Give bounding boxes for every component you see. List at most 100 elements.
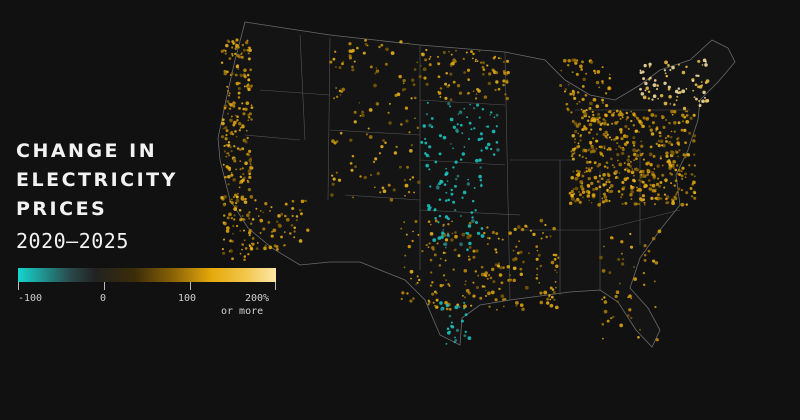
price-dot	[361, 113, 365, 118]
price-dot	[570, 189, 574, 194]
price-dot	[222, 202, 225, 205]
price-dot	[472, 90, 475, 93]
price-dot	[290, 224, 294, 227]
price-dot	[598, 185, 602, 189]
price-dot	[654, 114, 658, 118]
price-dot	[619, 323, 624, 328]
price-dot	[497, 57, 500, 60]
price-dot	[621, 151, 625, 156]
price-dot	[595, 104, 600, 109]
price-dot	[629, 245, 634, 249]
price-dot	[478, 174, 482, 179]
price-dot	[611, 122, 614, 125]
price-dot	[623, 177, 628, 182]
price-dot	[603, 147, 606, 150]
price-dot	[224, 126, 228, 130]
price-dot	[479, 132, 483, 136]
price-dot	[570, 176, 574, 180]
price-dot	[250, 118, 253, 121]
price-dot	[577, 132, 580, 135]
price-dot	[639, 87, 642, 91]
price-dot	[609, 157, 613, 161]
price-dot	[228, 102, 231, 105]
price-dot	[667, 87, 671, 91]
price-dot	[225, 229, 230, 233]
price-dot	[241, 102, 244, 105]
price-dot	[568, 191, 572, 195]
price-dot	[361, 110, 365, 114]
price-dot	[475, 221, 478, 224]
price-dot	[685, 114, 689, 117]
price-dot	[493, 116, 496, 119]
price-dot	[224, 175, 227, 179]
price-dot	[247, 114, 250, 117]
price-dot	[255, 207, 258, 210]
price-dot	[669, 103, 672, 105]
price-dot	[575, 169, 579, 173]
price-dot	[606, 133, 609, 136]
price-dot	[246, 179, 249, 182]
price-dot	[599, 151, 602, 154]
price-dot	[264, 244, 267, 248]
price-dot	[674, 179, 678, 183]
price-dot	[519, 272, 523, 277]
price-dot	[231, 52, 234, 56]
price-dot	[601, 322, 605, 326]
price-dot	[251, 218, 255, 221]
price-dot	[704, 63, 708, 67]
price-dot	[519, 250, 523, 254]
price-dot	[382, 139, 385, 142]
price-dot	[579, 180, 584, 184]
price-dot	[619, 196, 623, 199]
price-dot	[259, 218, 264, 223]
price-dot	[587, 168, 592, 173]
price-dot	[366, 44, 369, 47]
price-dot	[465, 51, 468, 54]
price-dot	[444, 301, 448, 305]
price-dot	[603, 121, 607, 126]
price-dot	[241, 178, 245, 182]
price-dot	[616, 120, 619, 124]
price-dot	[657, 97, 659, 100]
price-dot	[340, 90, 343, 93]
price-dot	[342, 60, 345, 64]
price-dot	[237, 91, 241, 95]
price-dot	[572, 188, 575, 191]
price-dot	[645, 116, 650, 121]
price-dot	[630, 316, 633, 320]
price-dot	[468, 221, 472, 225]
price-dot	[630, 170, 635, 175]
price-dot	[606, 166, 609, 169]
price-dot	[546, 301, 550, 305]
price-dot	[458, 110, 463, 115]
price-dot	[585, 190, 589, 194]
price-dot	[633, 159, 636, 161]
price-dot	[642, 158, 645, 161]
price-dot	[428, 63, 432, 67]
price-dot	[466, 182, 470, 186]
price-dot	[506, 59, 510, 63]
price-dot	[577, 144, 581, 148]
price-dot	[464, 280, 467, 282]
price-dot	[467, 178, 469, 181]
price-dot	[479, 178, 483, 182]
price-dot	[387, 183, 391, 187]
price-dot	[619, 111, 623, 115]
price-dot	[452, 268, 455, 271]
price-dot	[615, 109, 619, 113]
price-dot	[237, 87, 241, 91]
price-dot	[452, 147, 454, 150]
price-dot	[245, 129, 248, 132]
price-dot	[406, 165, 409, 169]
price-dot	[688, 131, 692, 135]
price-dot	[698, 100, 701, 102]
price-dot	[378, 152, 382, 155]
price-dot	[466, 68, 471, 72]
price-dot	[453, 208, 457, 212]
price-dot	[380, 43, 384, 47]
price-dot	[250, 165, 253, 168]
price-dot	[470, 304, 473, 307]
price-dot	[500, 294, 505, 299]
price-dot	[574, 61, 578, 65]
price-dot	[384, 62, 388, 66]
